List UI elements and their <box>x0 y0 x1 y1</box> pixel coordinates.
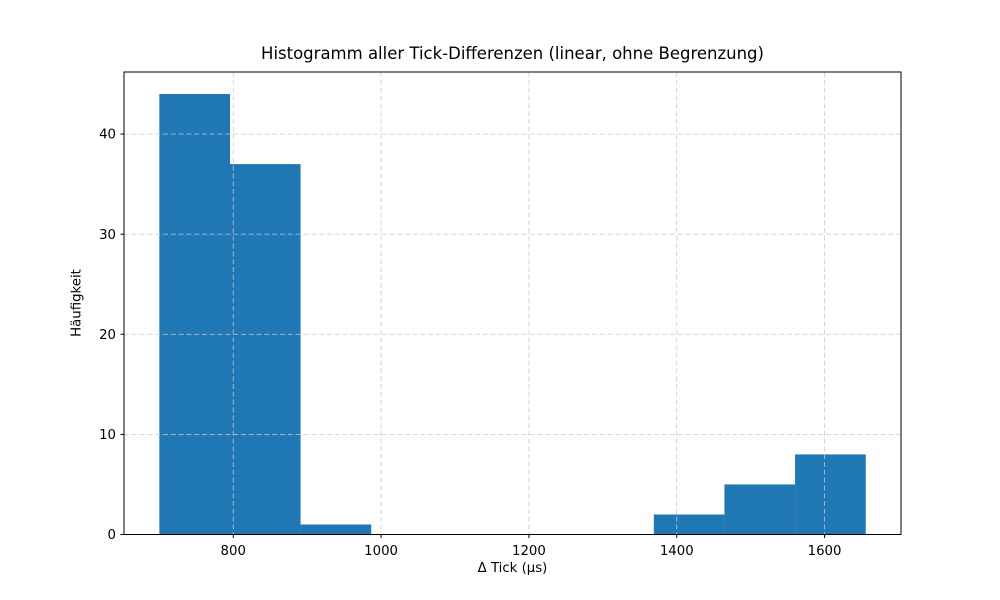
y-tick-label: 20 <box>99 328 116 343</box>
x-tick-label: 1200 <box>512 544 546 559</box>
plot-border <box>123 71 902 535</box>
histogram-bar <box>795 454 866 535</box>
histogram-bar <box>229 164 301 535</box>
histogram-bar <box>159 94 230 535</box>
histogram-bar <box>653 514 725 535</box>
y-tick-label: 40 <box>99 128 116 143</box>
x-tick-label: 1000 <box>364 544 398 559</box>
histogram-bar <box>724 484 796 535</box>
chart-title: Histogramm aller Tick-Differenzen (linea… <box>261 44 764 63</box>
x-tick-label: 1400 <box>660 544 694 559</box>
x-tick-label: 800 <box>221 544 246 559</box>
y-axis-label: Häufigkeit <box>69 269 85 337</box>
x-axis-label: Δ Tick (µs) <box>477 561 548 576</box>
y-tick-label: 10 <box>99 428 116 443</box>
y-tick-label: 0 <box>108 528 116 543</box>
y-tick-label: 30 <box>99 228 116 243</box>
histogram-bar <box>300 524 372 535</box>
x-tick-label: 1600 <box>808 544 842 559</box>
